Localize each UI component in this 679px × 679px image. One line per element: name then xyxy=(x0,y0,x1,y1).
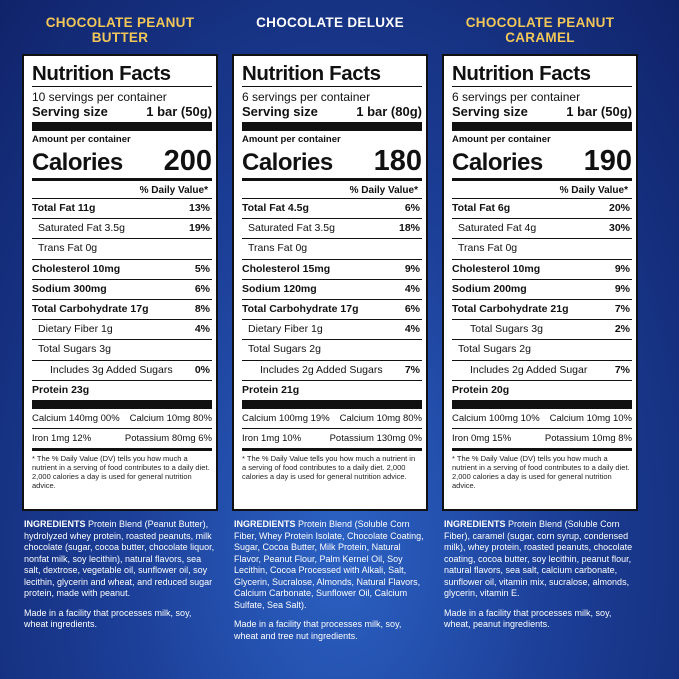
serving-size-row: Serving size 1 bar (80g) xyxy=(242,104,422,119)
daily-value-header: % Daily Value* xyxy=(559,185,628,196)
micronutrient-row: Iron 1mg 10% Potassium 130mg 0% xyxy=(242,428,422,448)
nutrient-row: Trans Fat 0g xyxy=(32,238,212,258)
nutrient-row: Dietary Fiber 1g 4% xyxy=(242,319,422,339)
product-column-peanut-butter: CHOCOLATE PEANUT BUTTER Nutrition Facts … xyxy=(22,0,218,631)
daily-value-footnote: * The % Daily Value (DV) tells you how m… xyxy=(452,454,630,491)
nutrient-row: Cholesterol 10mg 9% xyxy=(452,258,632,279)
ingredients-label: INGREDIENTS xyxy=(444,519,506,529)
nutrient-row: Protein 21g xyxy=(242,379,422,400)
nutrient-row: Dietary Fiber 1g 4% xyxy=(32,319,212,339)
ingredients-label: INGREDIENTS xyxy=(24,519,86,529)
calories-label: Calories xyxy=(452,149,543,176)
allergen-statement: Made in a facility that processes milk, … xyxy=(444,607,612,630)
calories-value: 190 xyxy=(583,145,632,177)
nutrient-row: Total Sugars 3g 2% xyxy=(452,319,632,339)
nutrient-row: Cholesterol 15mg 9% xyxy=(242,258,422,279)
serving-size-value: 1 bar (50g) xyxy=(146,104,212,119)
nutrient-row: Total Carbohydrate 17g 6% xyxy=(242,299,422,319)
daily-value-footnote: * The % Daily Value tells you how much a… xyxy=(242,454,416,482)
nutrient-row: Saturated Fat 3.5g 18% xyxy=(242,218,422,238)
product-title: CHOCOLATE DELUXE xyxy=(256,15,404,30)
nutrition-facts-heading: Nutrition Facts xyxy=(452,62,591,85)
serving-size-label: Serving size xyxy=(242,104,318,119)
nutrient-row: Total Fat 4.5g 6% xyxy=(242,198,422,218)
micronutrient-row: Calcium 100mg 10% Calcium 10mg 10% xyxy=(452,413,632,425)
daily-value-footnote: * The % Daily Value (DV) tells you how m… xyxy=(32,454,210,491)
product-column-deluxe: CHOCOLATE DELUXE Nutrition Facts 6 servi… xyxy=(232,0,428,642)
product-title: CHOCOLATE PEANUT CARAMEL xyxy=(465,15,615,45)
calories-label: Calories xyxy=(242,149,333,176)
calories-value: 200 xyxy=(163,145,212,177)
micronutrient-row: Calcium 140mg 00% Calcium 10mg 80% xyxy=(32,413,212,425)
servings-per-container: 6 servings per container xyxy=(242,90,371,104)
ingredients-text: Protein Blend (Peanut Butter), hydrolyze… xyxy=(24,519,215,598)
micronutrient-row: Iron 1mg 12% Potassium 80mg 6% xyxy=(32,428,212,448)
nutrition-facts-heading: Nutrition Facts xyxy=(32,62,171,85)
servings-per-container: 6 servings per container xyxy=(452,90,581,104)
nutrient-row: Sodium 300mg 6% xyxy=(32,278,212,299)
nutrient-row: Total Sugars 3g xyxy=(32,339,212,359)
product-column-peanut-caramel: CHOCOLATE PEANUT CARAMEL Nutrition Facts… xyxy=(442,0,638,631)
nutrient-row: Sodium 200mg 9% xyxy=(452,278,632,299)
nutrient-row: Trans Fat 0g xyxy=(242,238,422,258)
micronutrient-row: Iron 0mg 15% Potassium 10mg 8% xyxy=(452,428,632,448)
nutrient-row: Sodium 120mg 4% xyxy=(242,278,422,299)
ingredients-block: INGREDIENTS Protein Blend (Soluble Corn … xyxy=(442,519,638,631)
nutrition-label: Nutrition Facts 10 servings per containe… xyxy=(22,54,218,511)
ingredients-label: INGREDIENTS xyxy=(234,519,296,529)
nutrient-row: Includes 2g Added Sugar 7% xyxy=(452,359,632,380)
calories-label: Calories xyxy=(32,149,123,176)
nutrient-row: Protein 23g xyxy=(32,379,212,400)
nutrient-row: Total Sugars 2g xyxy=(452,339,632,359)
calories-row: Calories 180 xyxy=(242,146,422,178)
amount-per-container: Amount per container xyxy=(32,134,131,145)
product-title: CHOCOLATE PEANUT BUTTER xyxy=(45,15,195,45)
amount-per-container: Amount per container xyxy=(452,134,551,145)
serving-size-row: Serving size 1 bar (50g) xyxy=(452,104,632,119)
allergen-statement: Made in a facility that processes milk, … xyxy=(234,619,402,641)
nutrient-row: Total Fat 6g 20% xyxy=(452,198,632,218)
calories-row: Calories 190 xyxy=(452,146,632,178)
nutrient-row: Total Fat 11g 13% xyxy=(32,198,212,218)
serving-size-label: Serving size xyxy=(32,104,108,119)
nutrition-facts-heading: Nutrition Facts xyxy=(242,62,381,85)
serving-size-label: Serving size xyxy=(452,104,528,119)
ingredients-text: Protein Blend (Soluble Corn Fiber), cara… xyxy=(444,519,633,598)
daily-value-header: % Daily Value* xyxy=(349,185,418,196)
nutrient-row: Total Carbohydrate 21g 7% xyxy=(452,299,632,319)
nutrient-row: Protein 20g xyxy=(452,379,632,400)
daily-value-header: % Daily Value* xyxy=(139,185,208,196)
nutrient-row: Saturated Fat 3.5g 19% xyxy=(32,218,212,238)
calories-row: Calories 200 xyxy=(32,146,212,178)
calories-value: 180 xyxy=(373,145,422,177)
serving-size-value: 1 bar (50g) xyxy=(566,104,632,119)
nutrient-row: Saturated Fat 4g 30% xyxy=(452,218,632,238)
serving-size-value: 1 bar (80g) xyxy=(356,104,422,119)
nutrition-label: Nutrition Facts 6 servings per container… xyxy=(442,54,638,511)
nutrient-row: Trans Fat 0g xyxy=(452,238,632,258)
amount-per-container: Amount per container xyxy=(242,134,341,145)
ingredients-block: INGREDIENTS Protein Blend (Peanut Butter… xyxy=(22,519,218,631)
nutrient-row: Total Sugars 2g xyxy=(242,339,422,359)
micronutrient-row: Calcium 100mg 19% Calcium 10mg 80% xyxy=(242,413,422,425)
allergen-statement: Made in a facility that processes milk, … xyxy=(24,607,192,630)
nutrient-row: Includes 3g Added Sugars 0% xyxy=(32,359,212,380)
servings-per-container: 10 servings per container xyxy=(32,90,167,104)
ingredients-block: INGREDIENTS Protein Blend (Soluble Corn … xyxy=(232,519,428,642)
nutrition-label: Nutrition Facts 6 servings per container… xyxy=(232,54,428,511)
nutrient-row: Total Carbohydrate 17g 8% xyxy=(32,299,212,319)
nutrient-row: Cholesterol 10mg 5% xyxy=(32,258,212,279)
ingredients-text: Protein Blend (Soluble Corn Fiber, Whey … xyxy=(234,519,424,610)
nutrient-row: Includes 2g Added Sugars 7% xyxy=(242,359,422,380)
serving-size-row: Serving size 1 bar (50g) xyxy=(32,104,212,119)
